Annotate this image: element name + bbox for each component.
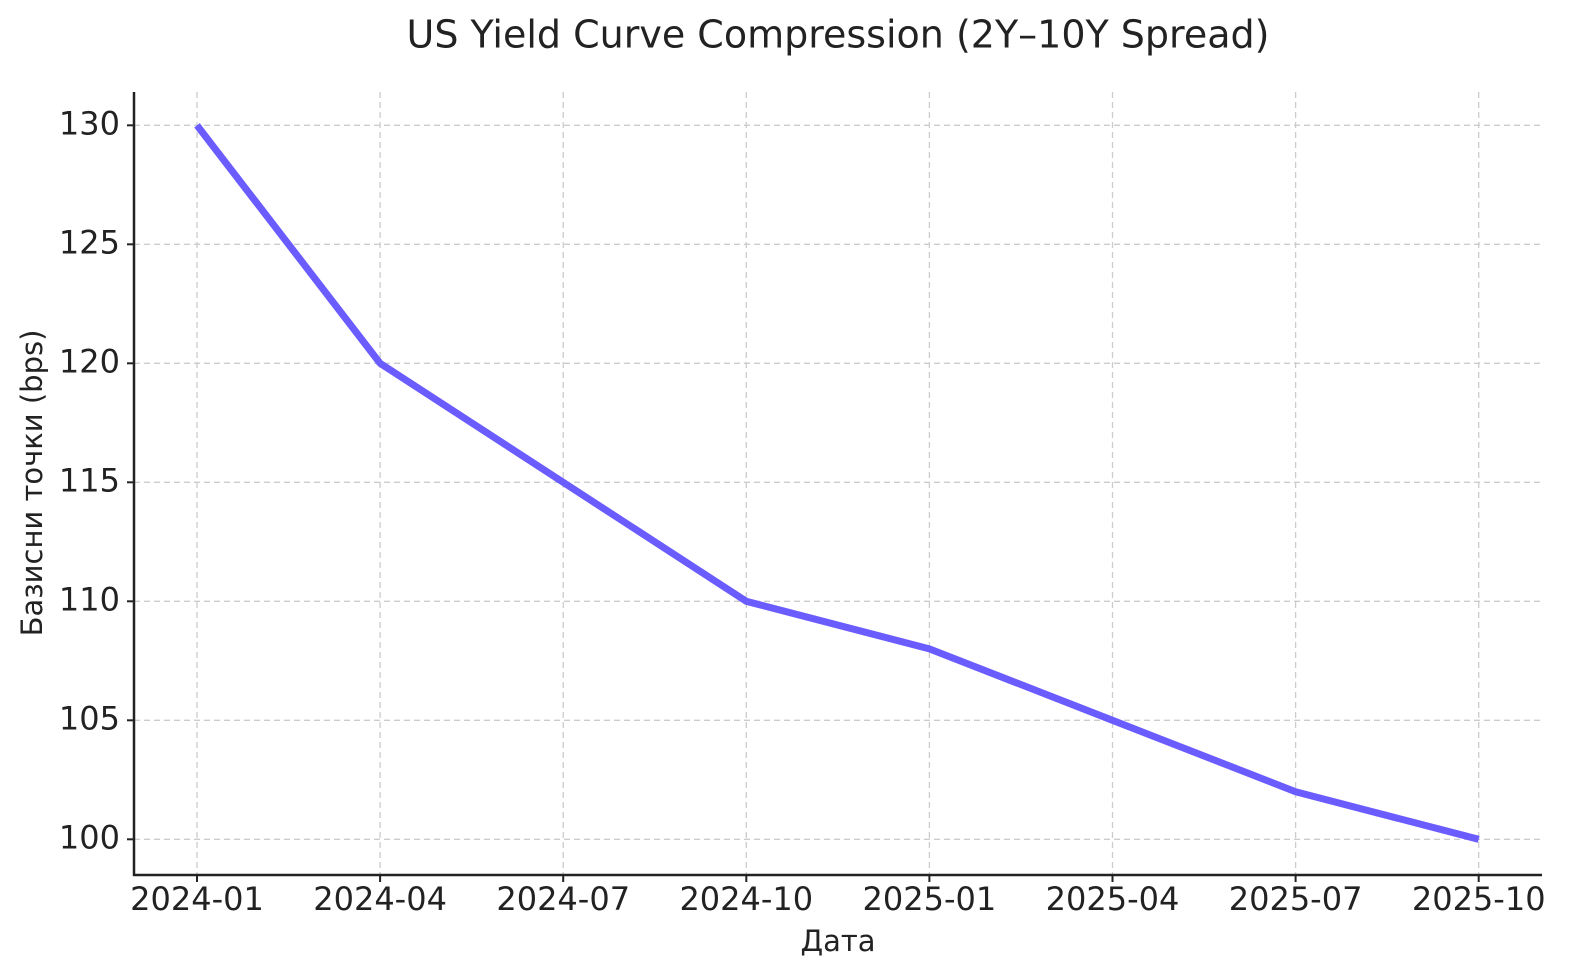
x-tick-label: 2024-10 [679, 880, 813, 918]
x-axis-label: Дата [800, 924, 875, 958]
x-tick-label: 2025-07 [1229, 880, 1363, 918]
y-tick-label: 110 [59, 580, 120, 618]
data-line [194, 123, 1480, 843]
y-tick-label: 105 [59, 699, 120, 737]
x-tick-label: 2024-07 [496, 880, 630, 918]
y-tick-label: 115 [59, 461, 120, 499]
y-tick-label: 120 [59, 342, 120, 380]
y-tick-label: 100 [59, 818, 120, 856]
y-axis-label: Базисни точки (bps) [15, 330, 49, 637]
x-tick-label: 2025-10 [1412, 880, 1546, 918]
x-tick-label: 2024-01 [130, 880, 264, 918]
y-tick-label: 130 [59, 104, 120, 142]
x-tick-label: 2025-01 [863, 880, 997, 918]
x-tick-label: 2025-04 [1046, 880, 1180, 918]
y-tick-label: 125 [59, 223, 120, 261]
chart-title: US Yield Curve Compression (2Y–10Y Sprea… [407, 13, 1270, 57]
x-tick-label: 2024-04 [313, 880, 447, 918]
